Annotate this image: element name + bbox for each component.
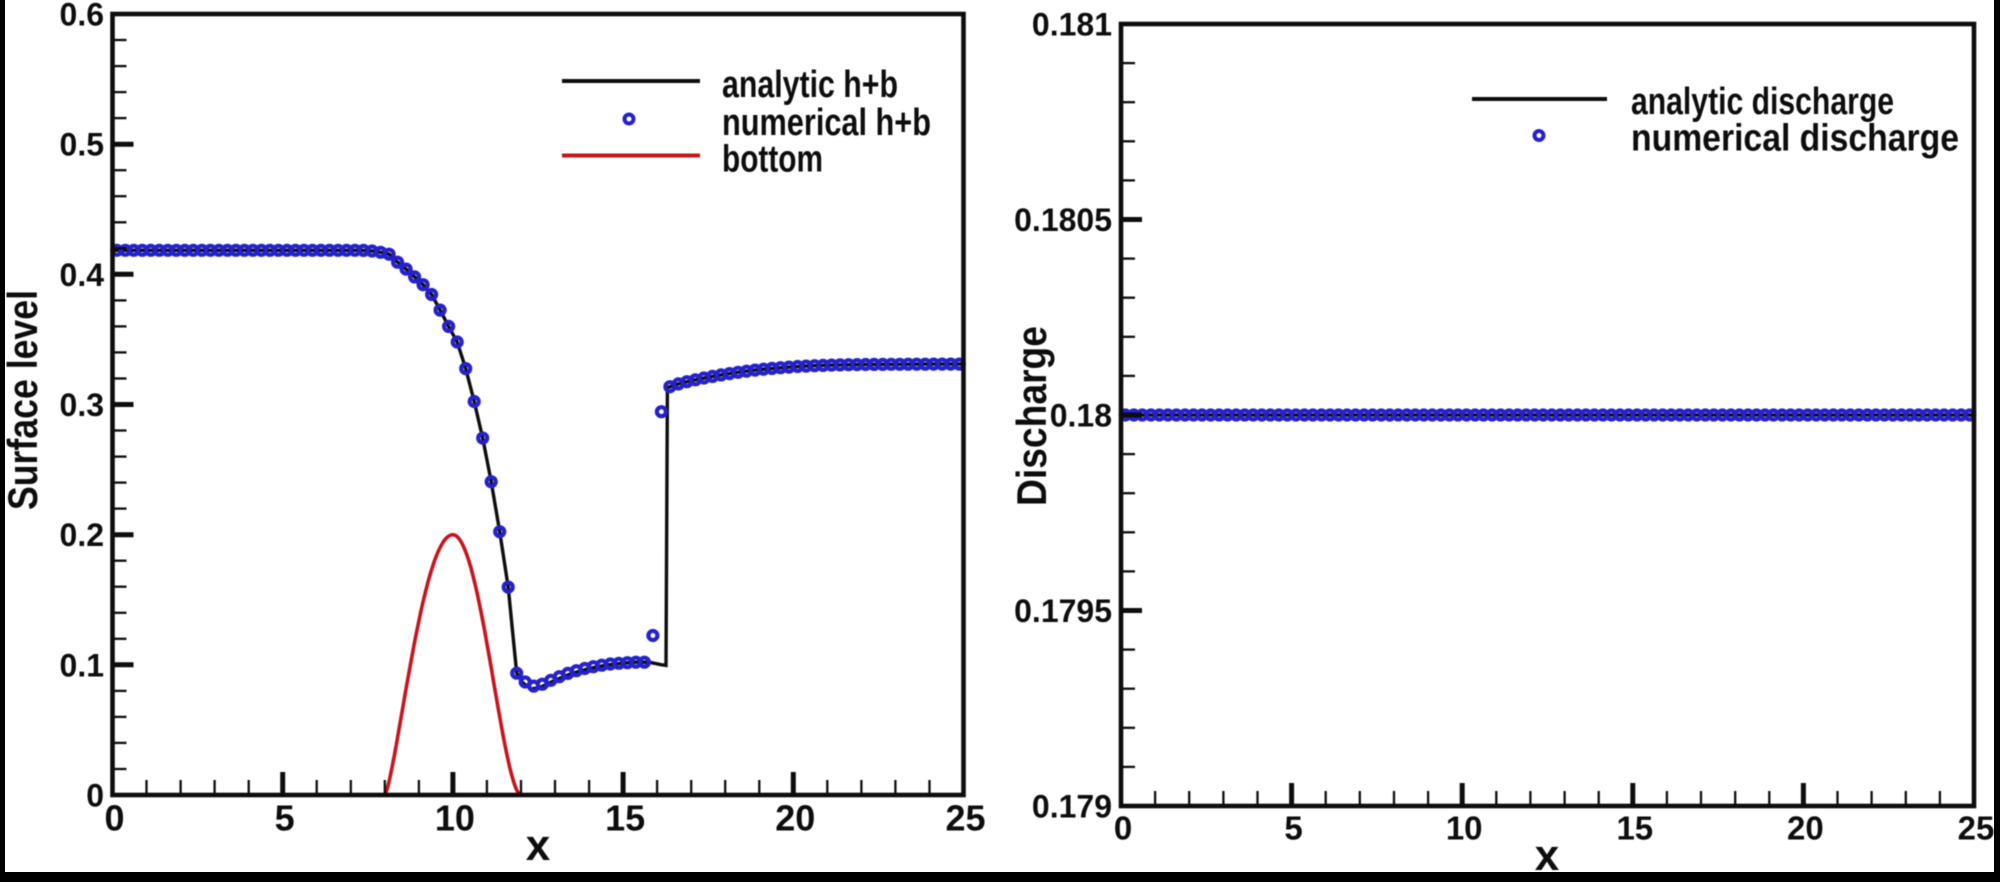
svg-text:analytic discharge: analytic discharge <box>1631 81 1894 123</box>
svg-text:5: 5 <box>1284 810 1302 847</box>
svg-text:10: 10 <box>1446 810 1483 847</box>
svg-text:numerical discharge: numerical discharge <box>1631 118 1959 160</box>
svg-text:x: x <box>526 821 551 870</box>
svg-text:0.5: 0.5 <box>60 127 104 163</box>
svg-text:0: 0 <box>104 798 124 839</box>
svg-text:25: 25 <box>1958 810 1995 847</box>
svg-text:0.1805: 0.1805 <box>1014 202 1112 238</box>
svg-text:0.4: 0.4 <box>60 257 105 293</box>
svg-text:0.2: 0.2 <box>60 517 104 553</box>
svg-text:20: 20 <box>775 798 815 839</box>
svg-text:0.3: 0.3 <box>60 387 104 423</box>
svg-text:Surface level: Surface level <box>0 290 46 510</box>
svg-text:0.1: 0.1 <box>60 647 104 683</box>
svg-text:15: 15 <box>1616 810 1653 847</box>
svg-text:Discharge: Discharge <box>1008 326 1055 506</box>
svg-text:5: 5 <box>275 798 295 839</box>
svg-text:0: 0 <box>86 778 104 814</box>
svg-text:numerical h+b: numerical h+b <box>722 102 931 144</box>
svg-text:0.179: 0.179 <box>1032 789 1112 825</box>
svg-text:0.181: 0.181 <box>1032 7 1112 43</box>
svg-text:10: 10 <box>435 798 475 839</box>
svg-text:0: 0 <box>1114 810 1132 847</box>
svg-text:analytic h+b: analytic h+b <box>722 64 898 106</box>
svg-text:x: x <box>1535 831 1560 880</box>
svg-text:0.18: 0.18 <box>1050 398 1112 434</box>
svg-text:15: 15 <box>605 798 645 839</box>
svg-text:0.6: 0.6 <box>60 0 104 33</box>
svg-text:0.1795: 0.1795 <box>1014 593 1112 629</box>
svg-text:20: 20 <box>1787 810 1824 847</box>
svg-text:25: 25 <box>945 798 985 839</box>
svg-text:bottom: bottom <box>722 139 823 181</box>
